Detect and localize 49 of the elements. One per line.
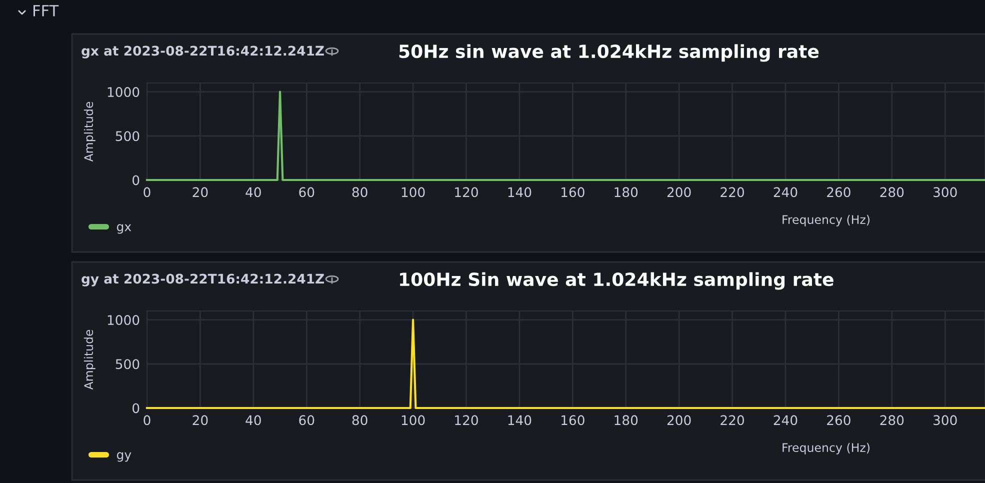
x-tick-label: 260 <box>827 187 850 198</box>
y-tick-label: 1000 <box>108 315 140 326</box>
x-tick-label: 80 <box>352 187 368 198</box>
y-tick-label: 1000 <box>108 87 140 98</box>
x-tick-label: 180 <box>614 187 638 198</box>
y-axis-title: Amplitude <box>84 102 96 162</box>
x-tick-label: 300 <box>934 415 957 426</box>
x-tick-label: 240 <box>774 187 798 198</box>
x-tick-label: 140 <box>508 415 532 426</box>
x-tick-label: 20 <box>192 415 208 426</box>
x-tick-label: 60 <box>299 415 314 426</box>
x-tick-label: 0 <box>144 415 150 426</box>
y-tick-label: 0 <box>132 175 140 186</box>
legend-label: gy <box>116 452 132 462</box>
x-tick-label: 100 <box>402 187 425 198</box>
chart-title: gy at 2023-08-22T16:42:12.241Z <box>82 274 324 286</box>
x-tick-label: 80 <box>352 415 368 426</box>
y-tick-label: 500 <box>116 359 140 370</box>
legend-label: gx <box>116 224 132 234</box>
x-tick-label: 260 <box>827 415 850 426</box>
x-tick-label: 40 <box>246 187 261 198</box>
x-axis-title: Frequency (Hz) <box>782 442 870 454</box>
x-tick-label: 100 <box>402 415 425 426</box>
x-tick-label: 60 <box>299 187 314 198</box>
y-tick-label: 0 <box>132 403 140 414</box>
x-tick-label: 280 <box>880 187 904 198</box>
x-tick-label: 240 <box>774 415 798 426</box>
x-tick-label: 180 <box>614 415 638 426</box>
x-tick-label: 200 <box>667 187 691 198</box>
x-tick-label: 140 <box>508 187 532 198</box>
x-tick-label: 0 <box>144 187 150 198</box>
y-axis-title: Amplitude <box>84 330 96 390</box>
x-tick-label: 200 <box>667 415 691 426</box>
x-tick-label: 20 <box>192 187 208 198</box>
x-tick-label: 160 <box>562 187 584 198</box>
x-tick-label: 220 <box>720 187 744 198</box>
x-tick-label: 120 <box>455 187 478 198</box>
y-tick-label: 500 <box>116 131 140 142</box>
x-tick-label: 280 <box>880 415 904 426</box>
text: FFT <box>34 5 59 16</box>
x-tick-label: 160 <box>562 415 584 426</box>
chart-subtitle: 100Hz Sin wave at 1.024kHz sampling rate <box>400 272 834 290</box>
x-tick-label: 300 <box>934 187 957 198</box>
x-axis-title: Frequency (Hz) <box>782 214 870 226</box>
chart-title: gx at 2023-08-22T16:42:12.241Z <box>82 46 324 58</box>
x-tick-label: 120 <box>455 415 478 426</box>
x-tick-label: 220 <box>720 415 744 426</box>
x-tick-label: 40 <box>246 415 261 426</box>
chart-subtitle: 50Hz sin wave at 1.024kHz sampling rate <box>399 44 819 62</box>
